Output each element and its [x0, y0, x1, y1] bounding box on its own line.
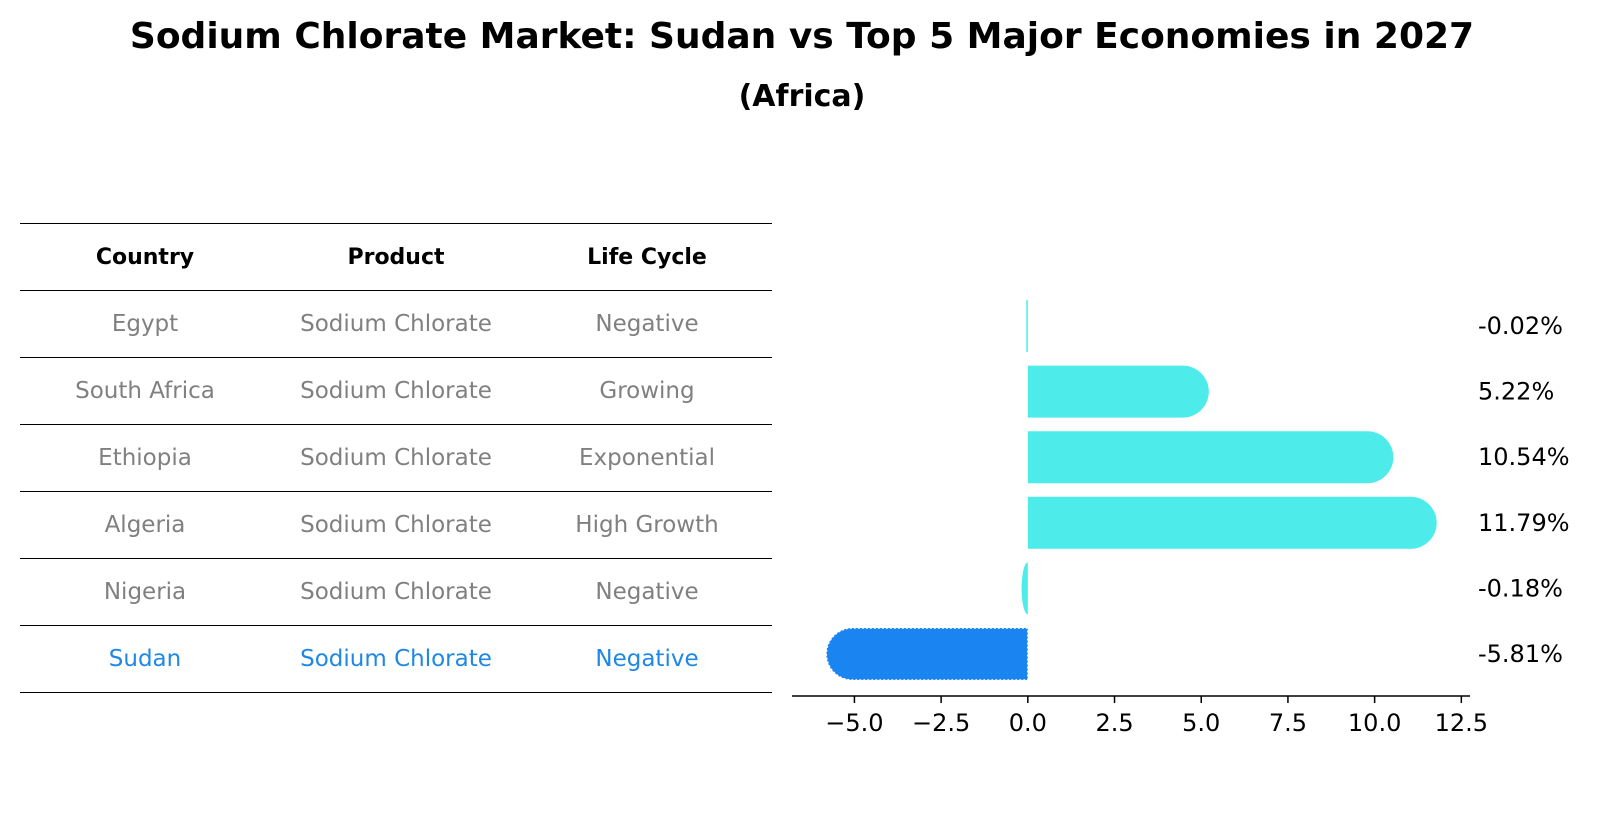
cell-country: South Africa	[75, 378, 215, 404]
cell-country: Egypt	[111, 311, 179, 337]
header-country: Country	[95, 244, 195, 270]
cell-product: Sodium Chlorate	[300, 445, 492, 471]
x-tick-label: 7.5	[1269, 709, 1307, 737]
table-row: South Africa Sodium Chlorate Growing	[20, 358, 772, 425]
cell-country: Ethiopia	[98, 445, 192, 471]
cell-product: Sodium Chlorate	[300, 311, 492, 337]
table-row-highlighted: Sudan Sodium Chlorate Negative	[20, 626, 772, 693]
cell-product: Sodium Chlorate	[300, 378, 492, 404]
table-row: Nigeria Sodium Chlorate Negative	[20, 559, 772, 626]
cell-life-cycle: High Growth	[575, 512, 719, 538]
cell-product: Sodium Chlorate	[300, 579, 492, 605]
table-header-row: Country Product Life Cycle	[20, 224, 772, 291]
bar-egypt	[1026, 300, 1028, 352]
table-row: Egypt Sodium Chlorate Negative	[20, 291, 772, 358]
header-life-cycle: Life Cycle	[587, 244, 707, 270]
x-tick-label: −5.0	[825, 709, 883, 737]
data-label: 5.22%	[1478, 378, 1554, 406]
table-row: Ethiopia Sodium Chlorate Exponential	[20, 425, 772, 492]
data-label: -0.02%	[1478, 312, 1563, 340]
x-tick-label: 5.0	[1182, 709, 1220, 737]
cell-product: Sodium Chlorate	[300, 512, 492, 538]
data-table: Country Product Life Cycle Egypt Sodium …	[20, 223, 772, 693]
data-label: 10.54%	[1478, 443, 1570, 471]
cell-life-cycle: Negative	[595, 579, 699, 605]
cell-life-cycle: Negative	[595, 311, 699, 337]
x-tick-label: 2.5	[1095, 709, 1133, 737]
bar-sudan	[825, 627, 1029, 681]
bar-south-africa	[1027, 365, 1209, 418]
data-label: -5.81%	[1478, 640, 1563, 668]
cell-life-cycle: Exponential	[578, 445, 715, 471]
x-tick-label: 10.0	[1348, 709, 1401, 737]
x-tick-label: 12.5	[1435, 709, 1488, 737]
data-label: -0.18%	[1478, 574, 1563, 602]
bar-nigeria	[1021, 562, 1028, 615]
data-label: 11.79%	[1478, 509, 1570, 537]
cell-life-cycle: Negative	[595, 646, 699, 672]
header-product: Product	[347, 244, 445, 270]
cell-life-cycle: Growing	[599, 378, 695, 404]
x-tick-label: 0.0	[1009, 709, 1047, 737]
chart-subtitle: (Africa)	[738, 79, 866, 114]
bar-algeria	[1027, 496, 1437, 549]
cell-country: Algeria	[104, 512, 186, 538]
bar-ethiopia	[1027, 431, 1394, 484]
chart-title: Sodium Chlorate Market: Sudan vs Top 5 M…	[129, 16, 1475, 57]
cell-product: Sodium Chlorate	[300, 646, 492, 672]
x-tick-label: −2.5	[912, 709, 970, 737]
cell-country: Sudan	[108, 646, 182, 672]
cell-country: Nigeria	[103, 579, 187, 605]
table-row: Algeria Sodium Chlorate High Growth	[20, 492, 772, 559]
